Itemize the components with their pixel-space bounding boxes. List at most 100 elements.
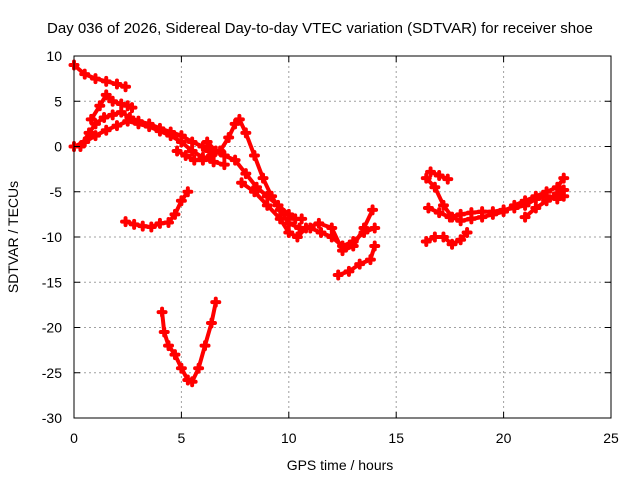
data-point	[257, 172, 269, 184]
y-tick-label: -25	[42, 365, 62, 381]
data-point	[120, 216, 132, 228]
data-point	[124, 112, 136, 124]
series-track-8	[332, 240, 381, 281]
data-point	[100, 75, 112, 87]
data-point	[205, 317, 217, 329]
y-tick-label: -15	[42, 274, 62, 290]
data-point	[111, 78, 123, 90]
data-point	[248, 186, 260, 198]
data-point	[326, 222, 338, 234]
data-point	[498, 204, 510, 216]
data-point	[98, 112, 110, 124]
y-axis-label: SDTVAR / TECUs	[5, 181, 21, 293]
data-point	[100, 124, 112, 136]
data-point	[240, 127, 252, 139]
data-point	[558, 172, 570, 184]
x-axis-label: GPS time / hours	[287, 457, 394, 473]
data-point	[358, 222, 370, 234]
data-point	[137, 220, 149, 232]
data-point	[283, 208, 295, 220]
data-point	[300, 222, 312, 234]
data-point	[169, 349, 181, 361]
data-point	[248, 150, 260, 162]
data-point	[85, 113, 97, 125]
x-tick-label: 5	[178, 430, 186, 446]
data-point	[236, 177, 248, 189]
data-point	[186, 376, 198, 388]
data-point	[343, 265, 355, 277]
y-tick-labels: 10 5 0 -5 -10 -15 -20 -25 -30	[42, 48, 62, 426]
data-point	[94, 100, 106, 112]
series-track-13	[420, 226, 473, 250]
y-tick-label: 10	[46, 48, 62, 64]
data-point	[197, 141, 209, 152]
data-point	[274, 213, 286, 225]
data-point	[429, 181, 441, 193]
data-point	[508, 202, 520, 214]
data-point	[210, 145, 222, 157]
data-point	[165, 126, 177, 138]
y-tick-label: -10	[42, 229, 62, 245]
data-point	[369, 240, 381, 252]
data-point	[291, 231, 303, 243]
data-point	[261, 199, 273, 211]
data-point	[154, 122, 166, 134]
data-point	[182, 186, 194, 198]
series-track-1	[68, 59, 132, 93]
data-point	[296, 213, 308, 225]
data-point	[186, 136, 198, 148]
data-point	[476, 206, 488, 218]
x-tick-label: 15	[388, 430, 404, 446]
x-tick-labels: 0 5 10 15 20 25	[70, 430, 619, 446]
data-point	[465, 207, 477, 219]
data-point	[163, 340, 175, 352]
series-track-5	[171, 113, 381, 252]
data-point	[455, 208, 467, 220]
x-tick-label: 10	[281, 430, 297, 446]
series-track-15	[519, 184, 570, 223]
data-point	[429, 231, 441, 243]
data-point	[437, 199, 449, 211]
data-point	[272, 199, 284, 211]
data-point	[210, 296, 222, 308]
data-point	[169, 208, 181, 220]
series-track-6	[201, 136, 308, 225]
y-tick-label: -5	[50, 184, 63, 200]
data-point	[354, 258, 366, 270]
data-point	[175, 130, 187, 142]
data-point	[315, 226, 327, 238]
chart-title: Day 036 of 2026, Sidereal Day-to-day VTE…	[47, 20, 593, 37]
data-point	[205, 150, 217, 162]
y-tick-label: -30	[42, 410, 62, 426]
grid-lines	[74, 56, 611, 418]
data-point	[433, 207, 445, 219]
data-point	[89, 118, 101, 130]
data-point	[175, 362, 187, 374]
data-point	[229, 118, 241, 130]
data-point	[530, 193, 542, 205]
series-track-10	[156, 296, 222, 388]
data-point	[143, 118, 155, 130]
data-point	[188, 154, 200, 166]
data-point	[111, 120, 123, 132]
data-point	[115, 106, 127, 118]
data-point	[171, 145, 183, 157]
data-point	[420, 172, 432, 184]
y-tick-label: 5	[54, 93, 62, 109]
data-point	[551, 188, 563, 200]
data-point	[233, 113, 245, 125]
data-point	[433, 169, 445, 181]
series-track-9	[120, 186, 194, 233]
data-point	[420, 236, 432, 248]
data-point	[89, 73, 101, 85]
data-point	[107, 95, 119, 107]
data-point	[437, 231, 449, 243]
data-point	[145, 221, 157, 233]
data-point	[422, 202, 434, 214]
data-point	[332, 269, 344, 281]
data-point	[154, 217, 166, 229]
data-point	[180, 150, 192, 162]
data-point	[541, 195, 553, 207]
data-point	[158, 326, 170, 338]
series-track-7	[236, 177, 379, 257]
